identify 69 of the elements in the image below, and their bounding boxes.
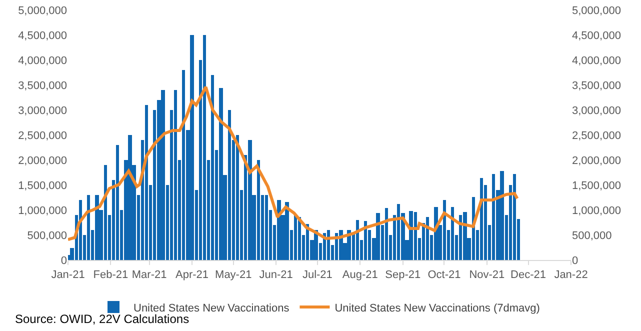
y2-tick-label: 5,000,000 (572, 4, 621, 17)
x-tick-label: Apr-21 (176, 269, 209, 282)
y2-tick-label: 0 (572, 254, 578, 267)
bar (116, 145, 119, 260)
bar (211, 75, 214, 260)
y2-tick-label: 1,500,000 (572, 180, 621, 192)
bar (364, 221, 367, 260)
bar (463, 212, 467, 260)
bar (265, 195, 268, 260)
bar (161, 90, 165, 260)
y-tick-label: 4,000,000 (18, 54, 67, 67)
bar (79, 200, 82, 260)
y2-tick-label: 2,500,000 (572, 130, 621, 142)
bar (285, 202, 289, 260)
bar (409, 211, 413, 260)
bar (513, 174, 516, 260)
bar (294, 215, 297, 260)
bar (174, 90, 177, 260)
x-tick-label: Sep-21 (385, 269, 421, 282)
bar (376, 213, 380, 260)
y-tick-label: 3,500,000 (18, 80, 67, 92)
bar (451, 207, 454, 260)
bar (327, 230, 330, 260)
x-tick-label: Jan-22 (554, 269, 588, 282)
bar (219, 88, 223, 260)
x-tick-label: Aug-21 (342, 269, 378, 282)
bar (145, 105, 148, 260)
x-tick-label: Jul-21 (302, 269, 332, 282)
source-note: Source: OWID, 22V Calculations (15, 312, 190, 326)
bar (203, 35, 206, 260)
legend-label: United States New Vaccinations (134, 302, 290, 314)
y2-tick-label: 500,000 (572, 230, 612, 242)
y-tick-label: 5,000,000 (18, 4, 67, 17)
x-tick-label: Jun-21 (259, 269, 293, 282)
bar (248, 140, 252, 260)
bar (87, 195, 90, 260)
x-tick-label: Nov-21 (469, 269, 505, 282)
y-tick-label: 2,500,000 (18, 130, 67, 142)
x-tick-label: Dec-21 (510, 269, 546, 282)
bar (95, 195, 99, 260)
bar (385, 208, 388, 260)
line-series (68, 86, 519, 241)
y-tick-label: 2,000,000 (18, 154, 67, 167)
y-tick-label: 1,500,000 (18, 180, 67, 192)
bar (356, 220, 359, 260)
y-tick-label: 0 (60, 254, 67, 267)
x-tick-label: Oct-21 (428, 269, 461, 282)
bar (426, 217, 429, 260)
y-tick-label: 1,000,000 (18, 204, 67, 217)
legend-label: United States New Vaccinations (7dmavg) (334, 302, 540, 314)
bar (128, 135, 132, 260)
y2-tick-label: 4,500,000 (572, 30, 621, 42)
bar (500, 171, 504, 260)
y2-tick-label: 3,500,000 (572, 80, 621, 92)
y-tick-label: 4,500,000 (18, 30, 67, 42)
x-tick-label: Feb-21 (93, 269, 128, 282)
x-tick-label: Jan-21 (51, 269, 85, 282)
y2-tick-label: 1,000,000 (572, 204, 621, 217)
y-tick-label: 500,000 (27, 230, 67, 242)
bar (277, 200, 281, 260)
x-tick-label: Mar-21 (132, 269, 167, 282)
y2-tick-label: 2,000,000 (572, 154, 621, 167)
y-tick-label: 3,000,000 (18, 104, 67, 117)
bar (480, 178, 483, 260)
y2-tick-label: 3,000,000 (572, 104, 621, 117)
y2-tick-label: 4,000,000 (572, 54, 621, 67)
bar (236, 135, 239, 260)
x-tick-label: May-21 (215, 269, 252, 282)
bar (190, 35, 194, 260)
